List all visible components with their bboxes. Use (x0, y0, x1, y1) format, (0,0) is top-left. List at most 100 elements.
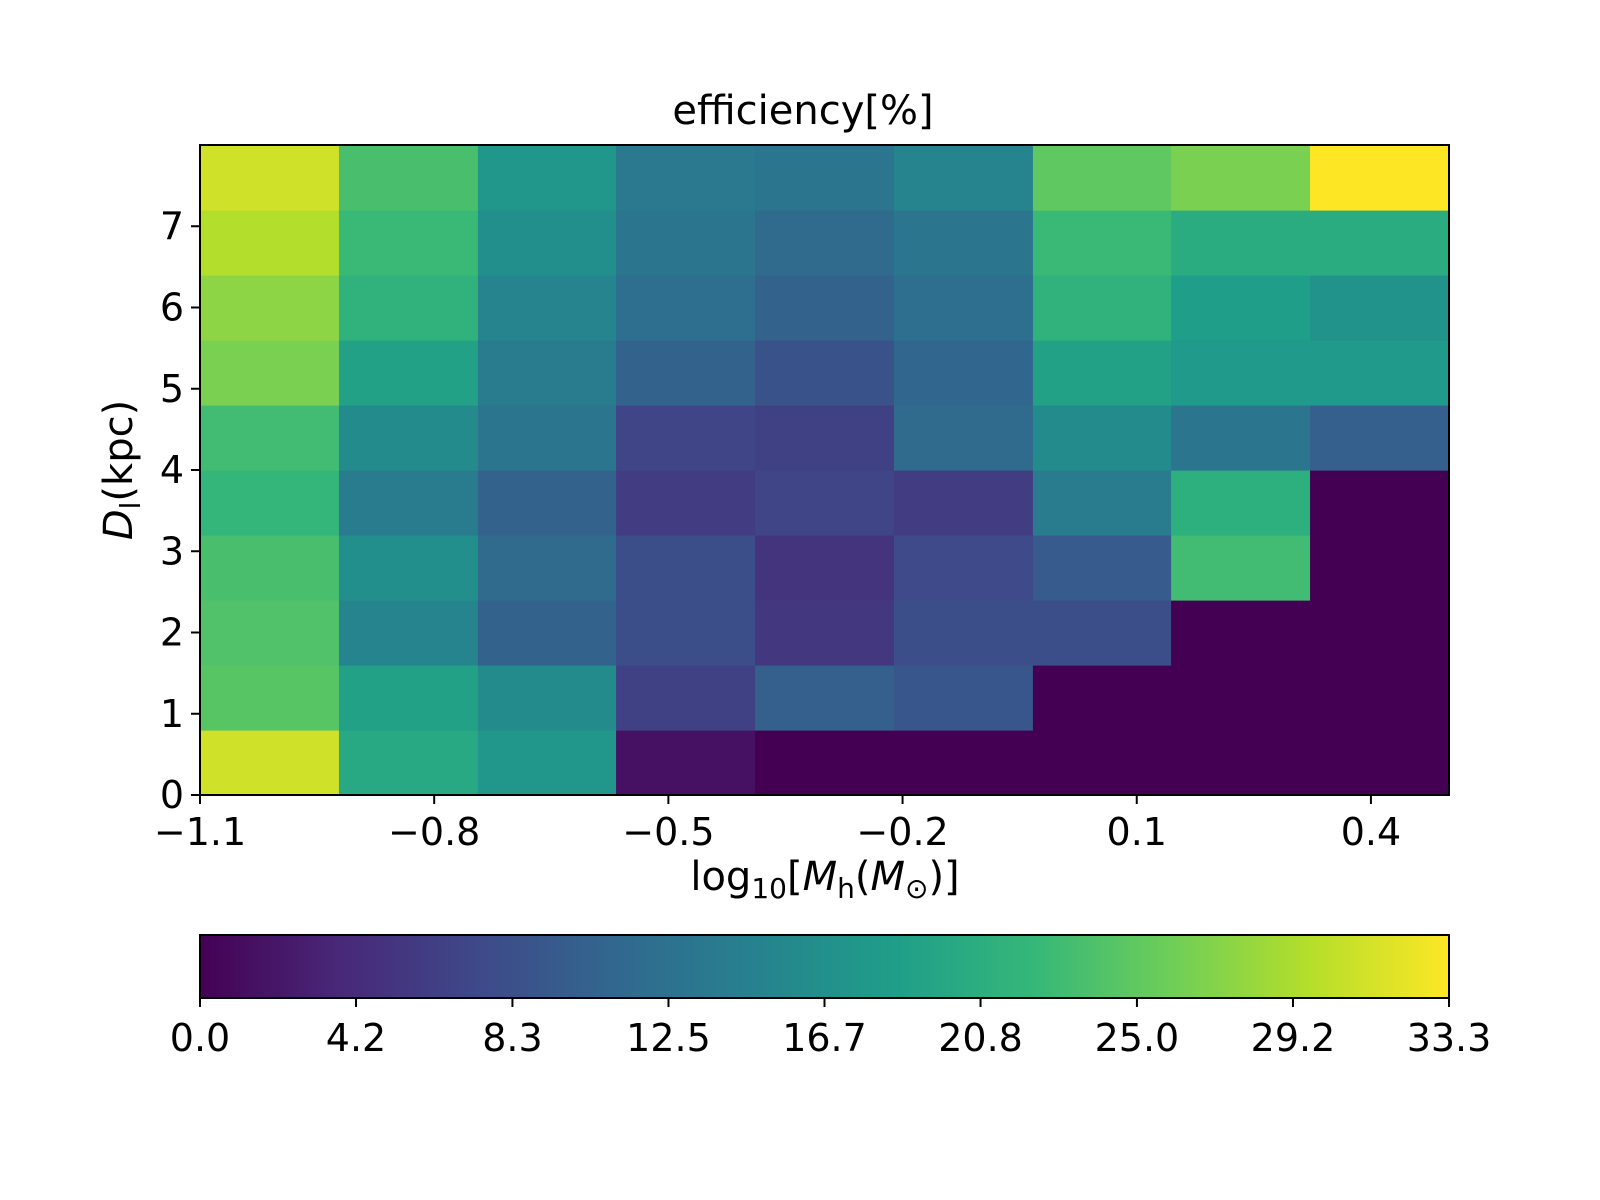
heatmap-cell (1032, 470, 1172, 536)
x-tick-label: −1.1 (154, 810, 246, 854)
heatmap-cell (1032, 275, 1172, 341)
x-tick-label: −0.8 (388, 810, 480, 854)
heatmap-cell (893, 145, 1034, 211)
y-axis-ticks: 0 1 2 3 4 5 6 7 (160, 204, 200, 817)
heatmap-cell (893, 600, 1034, 666)
heatmap-cell (1310, 275, 1450, 341)
heatmap-cell (1310, 210, 1450, 276)
y-tick-label: 1 (160, 692, 184, 736)
heatmap-cell (616, 210, 756, 276)
heatmap-cell (755, 665, 895, 731)
heatmap-cells (200, 145, 1450, 796)
heatmap-cell (338, 730, 479, 796)
heatmap-cell (755, 405, 895, 471)
y-label-sub: l (114, 502, 147, 510)
heatmap-cell (1310, 405, 1450, 471)
heatmap-cell (1032, 145, 1172, 211)
heatmap-cell (338, 275, 479, 341)
heatmap-cell (338, 340, 479, 406)
y-label-units: (kpc) (96, 400, 142, 502)
y-tick-label: 3 (160, 529, 184, 573)
heatmap-cell (893, 730, 1034, 796)
colorbar-tick-label: 33.3 (1407, 1016, 1492, 1060)
heatmap-cell (893, 275, 1034, 341)
heatmap-cell (893, 470, 1034, 536)
heatmap-cell (1171, 210, 1311, 276)
x-tick-label: 0.1 (1107, 810, 1167, 854)
heatmap-cell (477, 145, 617, 211)
heatmap-cell (1032, 405, 1172, 471)
y-label-d: D (96, 509, 142, 540)
heatmap-cell (616, 600, 756, 666)
colorbar-ticks: 0.0 4.2 8.3 12.5 16.7 20.8 25.0 29.2 33.3 (170, 998, 1492, 1060)
heatmap-cell (200, 730, 340, 796)
heatmap-cell (200, 470, 340, 536)
heatmap-cell (616, 470, 756, 536)
colorbar-tick-label: 8.3 (482, 1016, 542, 1060)
colorbar-tick-label: 16.7 (782, 1016, 867, 1060)
heatmap-cell (893, 665, 1034, 731)
heatmap-cell (477, 730, 617, 796)
heatmap-cell (755, 470, 895, 536)
colorbar-tick-label: 20.8 (938, 1016, 1023, 1060)
y-tick-label: 0 (160, 773, 184, 817)
heatmap-cell (1171, 275, 1311, 341)
heatmap-cell (477, 665, 617, 731)
x-label-close: )] (928, 854, 959, 900)
heatmap-cell (200, 145, 340, 211)
heatmap-cell (755, 145, 895, 211)
x-label-open-paren: ( (855, 854, 871, 900)
heatmap-cell (338, 210, 479, 276)
x-label-log-base: 10 (751, 872, 787, 905)
heatmap-cell (200, 275, 340, 341)
y-tick-label: 5 (160, 367, 184, 411)
colorbar-tick-label: 12.5 (626, 1016, 711, 1060)
heatmap-cell (616, 340, 756, 406)
heatmap-cell (200, 405, 340, 471)
heatmap-cell (477, 405, 617, 471)
heatmap-cell (1171, 470, 1311, 536)
heatmap-cell (338, 405, 479, 471)
heatmap-cell (1032, 600, 1172, 666)
chart-title: efficiency[%] (672, 88, 933, 134)
heatmap-cell (1310, 730, 1450, 796)
colorbar-tick-label: 0.0 (170, 1016, 230, 1060)
heatmap-cell (200, 210, 340, 276)
heatmap-cell (755, 210, 895, 276)
heatmap-cell (200, 535, 340, 601)
x-label-mass-sub: h (837, 872, 855, 905)
colorbar (199, 934, 1450, 999)
heatmap-cell (1310, 340, 1450, 406)
heatmap-cell (755, 535, 895, 601)
heatmap-cell (755, 275, 895, 341)
heatmap-cell (893, 340, 1034, 406)
heatmap-cell (616, 275, 756, 341)
y-tick-label: 4 (160, 448, 184, 492)
x-tick-label: −0.2 (856, 810, 948, 854)
heatmap-cell (893, 535, 1034, 601)
heatmap-cell (893, 210, 1034, 276)
x-label-bracket: [ (787, 854, 803, 900)
heatmap-cell (1032, 340, 1172, 406)
heatmap-cell (755, 340, 895, 406)
heatmap-cell (616, 535, 756, 601)
heatmap-cell (1171, 600, 1311, 666)
heatmap-cell (477, 275, 617, 341)
heatmap-cell (893, 405, 1034, 471)
heatmap-cell (338, 665, 479, 731)
heatmap-cell (1171, 145, 1311, 211)
heatmap-cell (755, 730, 895, 796)
heatmap-cell (200, 340, 340, 406)
heatmap-cell (477, 470, 617, 536)
heatmap-cell (477, 600, 617, 666)
heatmap-cell (1032, 210, 1172, 276)
heatmap-cell (1171, 535, 1311, 601)
heatmap-cell (616, 145, 756, 211)
heatmap-cell (616, 730, 756, 796)
heatmap-cell (1032, 665, 1172, 731)
heatmap-cell (1171, 665, 1311, 731)
heatmap-cell (616, 405, 756, 471)
heatmap-cell (200, 600, 340, 666)
heatmap-cell (338, 535, 479, 601)
